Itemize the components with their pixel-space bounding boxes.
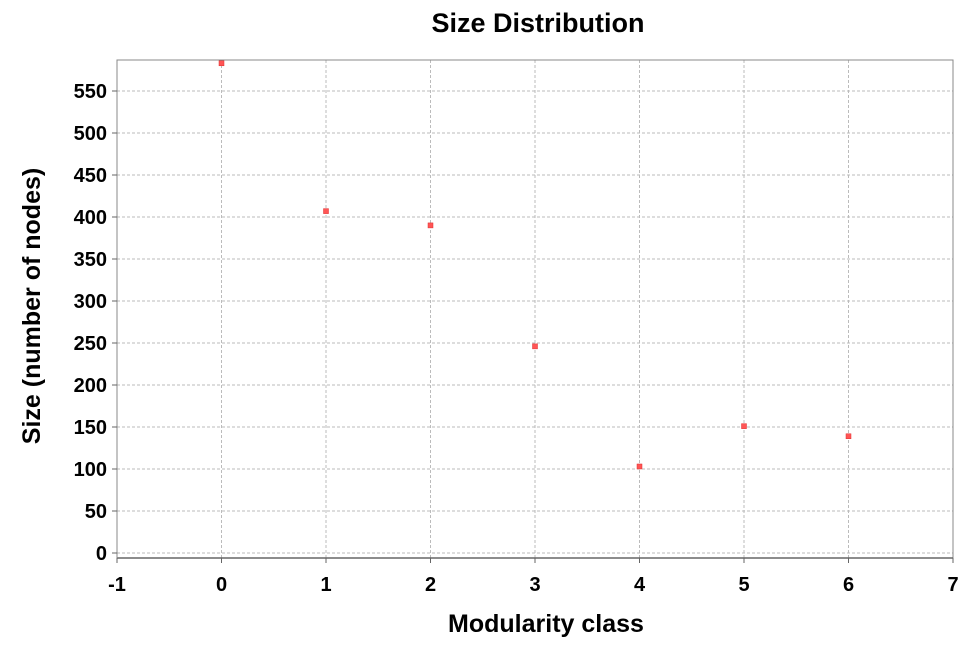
data-points — [218, 60, 852, 470]
data-point — [741, 423, 747, 429]
x-tick-label: 7 — [947, 574, 958, 596]
x-tick-label: 3 — [529, 574, 540, 596]
chart-title: Size Distribution — [431, 8, 644, 38]
y-tick-label: 400 — [74, 207, 107, 229]
y-tick-label: 550 — [74, 81, 107, 103]
y-tick-label: 50 — [85, 501, 107, 523]
y-tick-label: 450 — [74, 165, 107, 187]
y-tick-label: 200 — [74, 375, 107, 397]
x-tick-label: -1 — [108, 574, 126, 596]
data-point — [636, 463, 643, 470]
y-axis-label: Size (number of nodes) — [18, 168, 46, 444]
x-tick-label: 2 — [425, 574, 436, 596]
axes — [116, 60, 953, 559]
data-point — [845, 433, 852, 439]
y-tick-label: 0 — [96, 543, 107, 565]
x-axis-ticks: -1 0 1 2 3 4 5 6 7 — [108, 558, 959, 596]
y-tick-label: 300 — [74, 291, 107, 313]
y-tick-label: 250 — [74, 333, 107, 355]
data-point — [532, 343, 538, 350]
y-tick-label: 150 — [74, 417, 107, 439]
y-axis-ticks: 0 50 100 150 200 250 300 350 400 450 500 550 — [74, 81, 117, 565]
data-point — [323, 208, 329, 214]
plot-area — [116, 59, 954, 559]
x-tick-label: 6 — [843, 574, 854, 596]
y-tick-label: 350 — [74, 249, 107, 271]
x-tick-label: 5 — [738, 574, 749, 596]
x-tick-label: 1 — [320, 574, 331, 596]
data-point — [218, 60, 225, 67]
x-axis-label: Modularity class — [448, 610, 644, 638]
x-tick-label: 4 — [634, 574, 646, 596]
grid-lines — [116, 60, 954, 558]
data-point — [427, 222, 434, 229]
y-tick-label: 500 — [74, 123, 107, 145]
x-tick-label: 0 — [216, 574, 227, 596]
y-tick-label: 100 — [74, 459, 107, 481]
